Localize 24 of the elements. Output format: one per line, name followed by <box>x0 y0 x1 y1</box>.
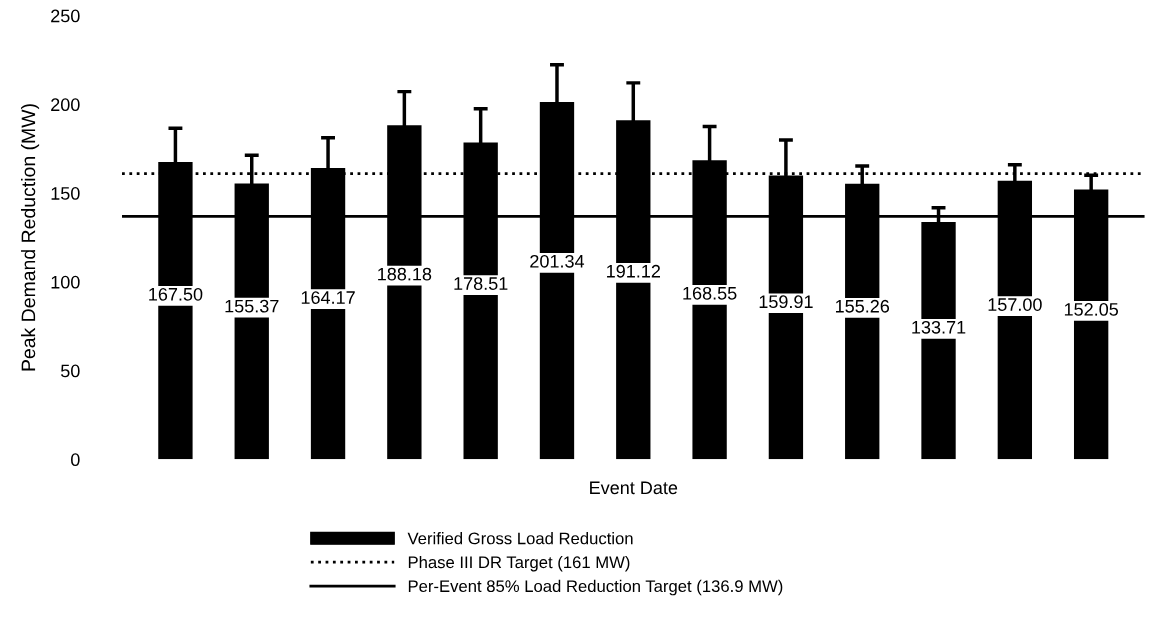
data-label: 152.05 <box>1064 303 1119 316</box>
data-label: 159.91 <box>759 295 813 309</box>
x-axis-title: Event Date <box>590 481 678 495</box>
y-tick-label: 50 <box>60 364 80 378</box>
y-tick-label: 250 <box>51 9 80 23</box>
data-label: 188.18 <box>378 267 432 281</box>
data-label: 191.12 <box>607 264 660 278</box>
y-tick-label: 0 <box>71 453 80 467</box>
data-label: 164.17 <box>301 291 355 304</box>
data-label: 168.55 <box>683 286 737 300</box>
y-tick-label: 100 <box>51 275 80 289</box>
data-label: 133.71 <box>912 320 966 334</box>
data-label: 155.26 <box>835 299 890 313</box>
y-tick-label: 150 <box>51 187 80 200</box>
legend-label: Verified Gross Load Reduction <box>407 532 633 545</box>
legend-label: Phase III DR Target (161 MW) <box>408 555 630 572</box>
y-tick-label: 200 <box>51 98 80 112</box>
data-label: 167.50 <box>149 287 203 301</box>
data-label: 155.37 <box>225 299 279 313</box>
y-axis-title: Peak Demand Reduction (MW) <box>20 104 40 371</box>
data-label: 178.51 <box>454 277 508 290</box>
data-label: 201.34 <box>530 254 585 268</box>
data-label: 157.00 <box>988 298 1042 311</box>
legend-label: Per-Event 85% Load Reduction Target (136.9 MW) <box>408 579 783 596</box>
